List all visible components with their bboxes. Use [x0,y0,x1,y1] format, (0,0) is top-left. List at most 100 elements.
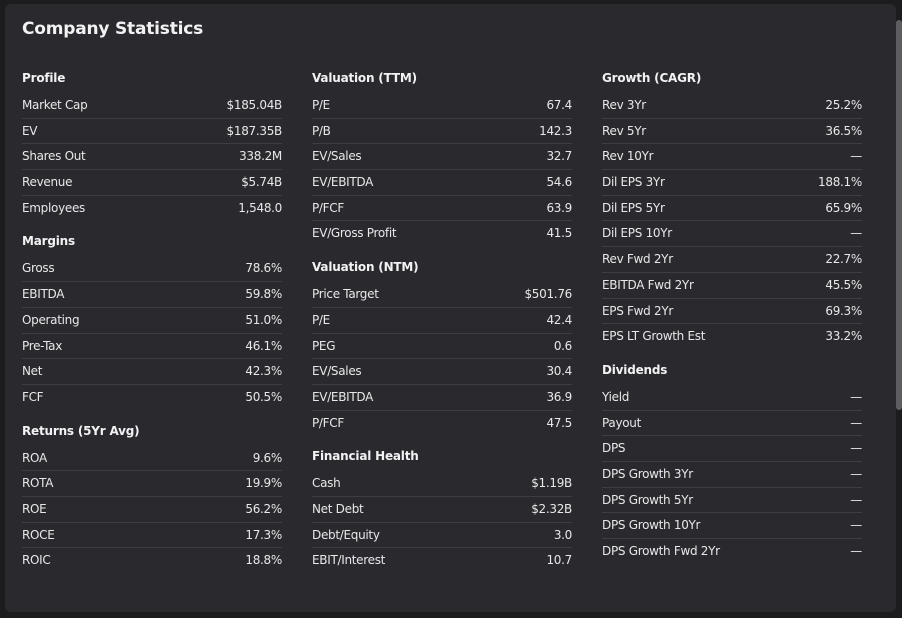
stat-label: Rev 10Yr [602,149,654,164]
stat-row-rota: ROTA 19.9% [22,471,282,497]
stat-value: $5.74B [241,175,282,190]
stat-value: — [850,492,862,507]
section-title: Financial Health [312,449,419,464]
stat-value: — [850,518,862,533]
stat-row-operating: Operating 51.0% [22,308,282,334]
stat-label: Net Debt [312,501,364,516]
section-financial-health: Financial Health Cash $1.19B Net Debt $2.32B… [312,445,572,574]
stat-rows: Market Cap $185.04B EV $187.35B Shares Out 33… [22,93,282,221]
stat-row-ebit-interest: EBIT/Interest 10.7 [312,548,572,574]
stat-label: Rev 3Yr [602,98,646,112]
stat-row-dps-growth-3yr: DPS Growth 3Yr — [602,462,862,488]
stat-label: DPS Growth Fwd 2Yr [602,544,720,558]
stat-rows: Rev 3Yr 25.2% Rev 5Yr 36.5% Rev 10Yr — Dil EPS… [602,93,862,350]
stat-value: $185.04B [226,98,283,112]
stat-label: Rev Fwd 2Yr [602,252,673,267]
section-title: Growth (CAGR) [602,71,702,85]
stat-value: $2.32B [531,501,572,516]
stat-value: 41.5 [546,226,572,241]
stat-value: 142.3 [539,123,572,138]
stat-row-roe: ROE 56.2% [22,497,282,523]
stat-row-p-b: P/B 142.3 [312,119,572,145]
stat-label: EPS Fwd 2Yr [602,303,673,318]
stat-value: 17.3% [245,527,282,542]
section-spacer [22,411,282,420]
stat-value: 59.8% [245,287,282,302]
stat-value: 50.5% [245,389,282,404]
scrollbar-thumb[interactable] [896,20,902,410]
stat-label: P/FCF [312,415,344,430]
stat-label: Shares Out [22,149,86,164]
stat-label: EV/EBITDA [312,175,374,190]
stat-label: PEG [312,338,336,353]
stat-rows: Price Target $501.76 P/E 42.4 PEG 0.6 EV/Sales… [312,282,572,436]
stat-row-ev-sales: EV/Sales 32.7 [312,144,572,171]
stat-value: 338.2M [239,149,282,164]
stat-value: 10.7 [546,553,572,568]
stat-label: Market Cap [22,98,88,112]
section-valuation-ttm: Valuation (TTM) P/E 67.4 P/B 142.3 EV/Sales 32… [312,67,572,247]
section-growth-cagr: Growth (CAGR) Rev 3Yr 25.2% Rev 5Yr 36.5% Rev… [602,67,862,350]
section-spacer [22,221,282,230]
stat-value: 47.5 [546,415,572,430]
stat-row-net: Net 42.3% [22,359,282,385]
stat-label: EBITDA [22,287,65,302]
stat-row-dil-eps-3yr: Dil EPS 3Yr 188.1% [602,170,862,196]
stat-row-roa: ROA 9.6% [22,446,282,472]
stat-label: EBIT/Interest [312,553,386,568]
stat-value: $187.35B [226,123,283,138]
section-dividends: Dividends Yield — Payout — DPS — DPS Growth 3Yr… [602,359,862,565]
stat-label: Dil EPS 3Yr [602,175,665,190]
stat-value: 78.6% [245,261,282,276]
stat-rows: ROA 9.6% ROTA 19.9% ROE 56.2% ROCE 17.3% ROIC 18.… [22,446,282,574]
stat-value: 36.5% [825,123,862,138]
stat-row-dps-growth-10yr: DPS Growth 10Yr — [602,513,862,539]
stat-value: 19.9% [245,476,282,491]
panel-title: Company Statistics [22,19,204,39]
stat-value: 33.2% [825,329,862,344]
stat-label: Pre-Tax [22,338,63,353]
stat-row-ebitda-fwd-2yr: EBITDA Fwd 2Yr 45.5% [602,273,862,299]
stat-row-gross: Gross 78.6% [22,256,282,283]
stat-label: Net [22,364,43,379]
stat-row-rev-fwd-2yr: Rev Fwd 2Yr 22.7% [602,247,862,273]
stat-label: ROA [22,450,47,465]
stat-value: 65.9% [825,200,862,215]
stat-row-market-cap: Market Cap $185.04B [22,93,282,119]
stat-label: Cash [312,476,341,491]
section-title: Dividends [602,362,668,377]
section-title: Valuation (NTM) [312,260,419,275]
stat-row-peg: PEG 0.6 [312,334,572,360]
stat-row-ev: EV $187.35B [22,119,282,145]
stat-rows: P/E 67.4 P/B 142.3 EV/Sales 32.7 EV/EBITDA 54.6… [312,93,572,247]
stat-label: EV/EBITDA [312,389,374,404]
stat-value: 56.2% [245,501,282,516]
stat-row-fcf: FCF 50.5% [22,385,282,411]
stat-value: 32.7 [546,149,572,164]
stat-label: Debt/Equity [312,527,380,542]
stat-row-ev-ebitda: EV/EBITDA 36.9 [312,385,572,411]
stat-label: Rev 5Yr [602,123,646,138]
stat-label: EPS LT Growth Est [602,329,706,344]
stat-rows: Yield — Payout — DPS — DPS Growth 3Yr — DPS Grow… [602,385,862,565]
stat-value: 30.4 [546,364,572,379]
stat-label: EV/Gross Profit [312,226,397,241]
stat-row-revenue: Revenue $5.74B [22,170,282,196]
stat-row-debt-equity: Debt/Equity 3.0 [312,523,572,549]
stat-row-p-fcf: P/FCF 47.5 [312,411,572,437]
stat-label: Price Target [312,287,379,302]
stat-label: P/B [312,123,331,138]
section-profile: Profile Market Cap $185.04B EV $187.35B Share… [22,67,282,221]
section-spacer [312,247,572,256]
stat-row-ev-gross-profit: EV/Gross Profit 41.5 [312,221,572,247]
section-spacer [312,436,572,445]
stat-label: Payout [602,415,642,430]
stat-value: — [850,441,862,456]
stat-row-eps-lt-growth-est: EPS LT Growth Est 33.2% [602,324,862,350]
stat-value: 25.2% [825,98,862,112]
stat-value: 69.3% [825,303,862,318]
section-title: Margins [22,234,75,249]
stat-label: EV [22,123,38,138]
stat-rows: Cash $1.19B Net Debt $2.32B Debt/Equity 3.0 EB… [312,471,572,574]
stat-value: 188.1% [818,175,862,190]
